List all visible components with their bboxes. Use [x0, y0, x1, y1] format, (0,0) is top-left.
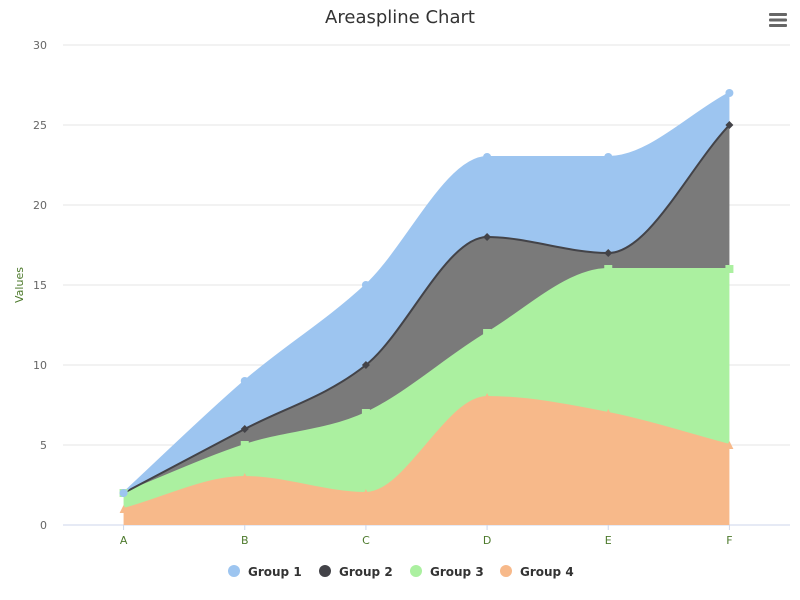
line-group-3 [123, 267, 730, 494]
x-tick-label: C [362, 534, 370, 547]
marker-group-1[interactable] [119, 489, 128, 497]
x-tick-label: D [483, 534, 491, 547]
legend-item-group-1[interactable]: Group 1 [228, 565, 302, 579]
marker-group-1[interactable] [483, 153, 492, 161]
marker-group-2[interactable] [725, 121, 734, 129]
area-group-2 [123, 125, 730, 493]
legend-label: Group 3 [430, 565, 484, 579]
line-group-1 [122, 92, 730, 494]
legend-swatch [319, 565, 331, 577]
x-tick-label: A [120, 534, 128, 547]
legend-label: Group 1 [248, 565, 302, 579]
marker-group-4[interactable] [604, 409, 613, 417]
legend: Group 1 Group 2 Group 3 Group 4 [228, 565, 574, 579]
y-tick-label: 25 [33, 119, 47, 132]
y-tick-label: 0 [40, 519, 47, 532]
marker-group-3[interactable] [240, 441, 249, 449]
hamburger-menu-icon [769, 13, 787, 27]
legend-item-group-4[interactable]: Group 4 [500, 565, 574, 579]
marker-group-4[interactable] [240, 473, 249, 481]
y-tick-label: 20 [33, 199, 47, 212]
y-tick-label: 15 [33, 279, 47, 292]
marker-group-4[interactable] [119, 505, 128, 513]
y-axis-ticks: 0 5 10 15 20 25 30 [33, 39, 47, 532]
marker-group-4[interactable] [361, 489, 370, 497]
legend-swatch [228, 565, 240, 577]
legend-item-group-3[interactable]: Group 3 [410, 565, 484, 579]
area-group-3 [123, 269, 730, 509]
series-markers [119, 89, 734, 513]
chart-menu-button[interactable] [766, 10, 790, 30]
legend-swatch [500, 565, 512, 577]
marker-group-2[interactable] [604, 249, 613, 257]
marker-group-1[interactable] [604, 153, 613, 161]
y-tick-label: 5 [40, 439, 47, 452]
x-tick-label: E [605, 534, 612, 547]
marker-group-4[interactable] [725, 441, 734, 449]
marker-group-4[interactable] [483, 393, 492, 401]
x-tick-label: F [726, 534, 732, 547]
line-group-4 [123, 395, 730, 510]
legend-swatch [410, 565, 422, 577]
series-areas [123, 93, 730, 525]
marker-group-3[interactable] [725, 265, 734, 273]
x-tick-label: B [241, 534, 249, 547]
series-lines [122, 92, 731, 510]
marker-group-3[interactable] [483, 329, 492, 337]
marker-group-1[interactable] [240, 377, 249, 385]
marker-group-2[interactable] [483, 233, 492, 241]
y-tick-label: 30 [33, 39, 47, 52]
legend-label: Group 4 [520, 565, 574, 579]
marker-group-2[interactable] [240, 425, 249, 433]
chart-title: Areaspline Chart [325, 7, 475, 28]
legend-label: Group 2 [339, 565, 393, 579]
y-axis-title: Values [13, 267, 26, 303]
area-group-1 [123, 93, 730, 493]
legend-item-group-2[interactable]: Group 2 [319, 565, 393, 579]
marker-group-1[interactable] [361, 281, 370, 289]
area-group-4 [123, 397, 730, 525]
marker-group-3[interactable] [361, 409, 370, 417]
marker-group-2[interactable] [361, 361, 370, 369]
marker-group-3[interactable] [604, 265, 613, 273]
x-axis: A B C D E F [120, 525, 733, 547]
marker-group-1[interactable] [725, 89, 734, 97]
y-tick-label: 10 [33, 359, 47, 372]
line-group-2 [123, 124, 731, 494]
